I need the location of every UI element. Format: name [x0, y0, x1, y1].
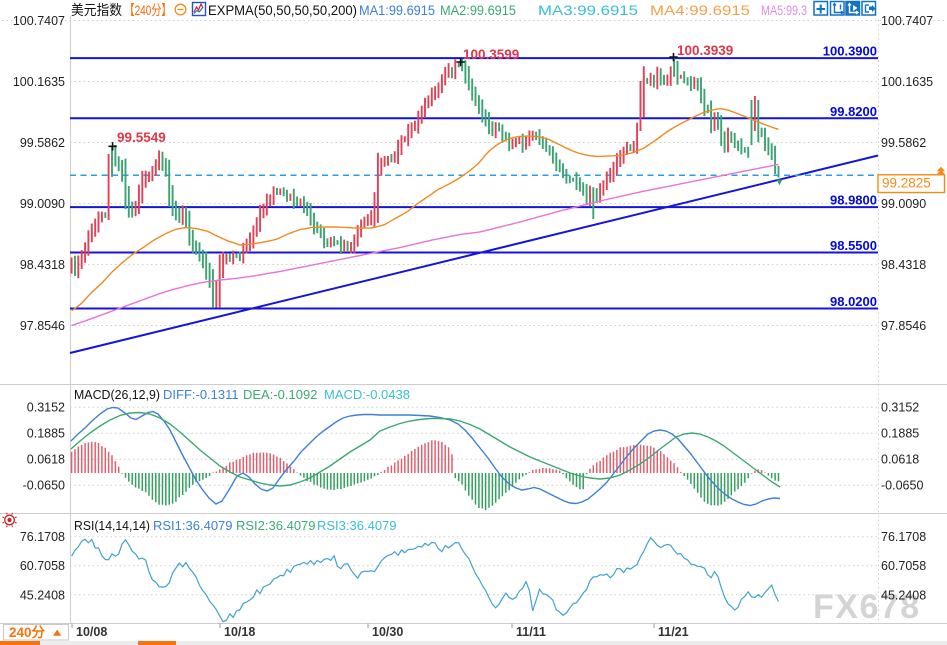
svg-text:99.0090: 99.0090: [881, 197, 926, 211]
svg-text:99.0090: 99.0090: [20, 197, 65, 211]
svg-text:76.1708: 76.1708: [881, 530, 926, 544]
svg-text:MA1:99.6915: MA1:99.6915: [359, 2, 435, 18]
svg-text:RSI2:36.4079: RSI2:36.4079: [236, 518, 316, 533]
svg-text:0.3152: 0.3152: [881, 401, 919, 415]
svg-text:76.1708: 76.1708: [20, 530, 65, 544]
svg-text:RSI(14,14,14): RSI(14,14,14): [74, 518, 150, 533]
svg-text:-0.0650: -0.0650: [23, 479, 65, 493]
svg-text:FX678: FX678: [813, 588, 921, 626]
svg-text:11/21: 11/21: [658, 625, 689, 639]
svg-text:60.7058: 60.7058: [881, 559, 926, 573]
svg-text:60.7058: 60.7058: [20, 559, 65, 573]
svg-text:DEA:-0.1092: DEA:-0.1092: [243, 387, 317, 402]
svg-text:99.5862: 99.5862: [20, 136, 65, 150]
svg-text:0.0618: 0.0618: [881, 453, 919, 467]
svg-text:10/30: 10/30: [372, 625, 403, 639]
svg-text:美元指数: 美元指数: [71, 2, 122, 18]
svg-text:45.2408: 45.2408: [20, 588, 65, 602]
svg-text:99.8200: 99.8200: [830, 104, 877, 119]
svg-text:-0.0650: -0.0650: [881, 479, 923, 493]
svg-text:0.3152: 0.3152: [27, 401, 65, 415]
svg-text:0.0618: 0.0618: [27, 453, 65, 467]
svg-text:0.1885: 0.1885: [27, 427, 65, 441]
svg-text:98.4318: 98.4318: [20, 258, 65, 272]
svg-text:RSI3:36.4079: RSI3:36.4079: [317, 518, 397, 533]
svg-text:98.4318: 98.4318: [881, 258, 926, 272]
svg-text:100.1635: 100.1635: [13, 75, 65, 89]
svg-text:100.7407: 100.7407: [881, 14, 933, 28]
svg-text:MACD(26,12,9): MACD(26,12,9): [74, 387, 160, 402]
svg-text:240分: 240分: [9, 625, 46, 640]
svg-text:MA3:99.6915: MA3:99.6915: [538, 2, 638, 18]
svg-text:0.1885: 0.1885: [881, 427, 919, 441]
svg-text:100.3939: 100.3939: [677, 43, 733, 58]
svg-text:100.7407: 100.7407: [13, 14, 65, 28]
svg-text:100.3599: 100.3599: [463, 47, 519, 62]
svg-text:10/18: 10/18: [224, 625, 255, 639]
svg-text:100.1635: 100.1635: [881, 75, 933, 89]
svg-text:45.2408: 45.2408: [881, 588, 926, 602]
svg-text:DIFF:-0.1311: DIFF:-0.1311: [163, 387, 239, 402]
svg-text:99.5549: 99.5549: [117, 130, 166, 145]
svg-text:RSI1:36.4079: RSI1:36.4079: [153, 518, 233, 533]
svg-text:MA2:99.6915: MA2:99.6915: [440, 2, 516, 18]
svg-text:98.5500: 98.5500: [830, 238, 877, 253]
svg-text:10/08: 10/08: [76, 625, 107, 639]
svg-text:100.3900: 100.3900: [823, 44, 877, 59]
svg-text:MACD:-0.0438: MACD:-0.0438: [324, 387, 410, 402]
svg-text:97.8546: 97.8546: [20, 319, 65, 333]
svg-text:【240分】: 【240分】: [125, 2, 172, 18]
svg-text:99.5862: 99.5862: [881, 136, 926, 150]
svg-text:99.2825: 99.2825: [882, 175, 931, 190]
svg-text:98.0200: 98.0200: [830, 294, 877, 309]
svg-text:11/11: 11/11: [516, 625, 546, 639]
svg-text:97.8546: 97.8546: [881, 319, 926, 333]
svg-text:EXPMA(50,50,50,50,200): EXPMA(50,50,50,50,200): [208, 2, 357, 18]
svg-text:MA4:99.6915: MA4:99.6915: [650, 2, 750, 18]
svg-text:98.9800: 98.9800: [830, 193, 877, 208]
svg-text:MA5:99.3: MA5:99.3: [761, 2, 807, 18]
